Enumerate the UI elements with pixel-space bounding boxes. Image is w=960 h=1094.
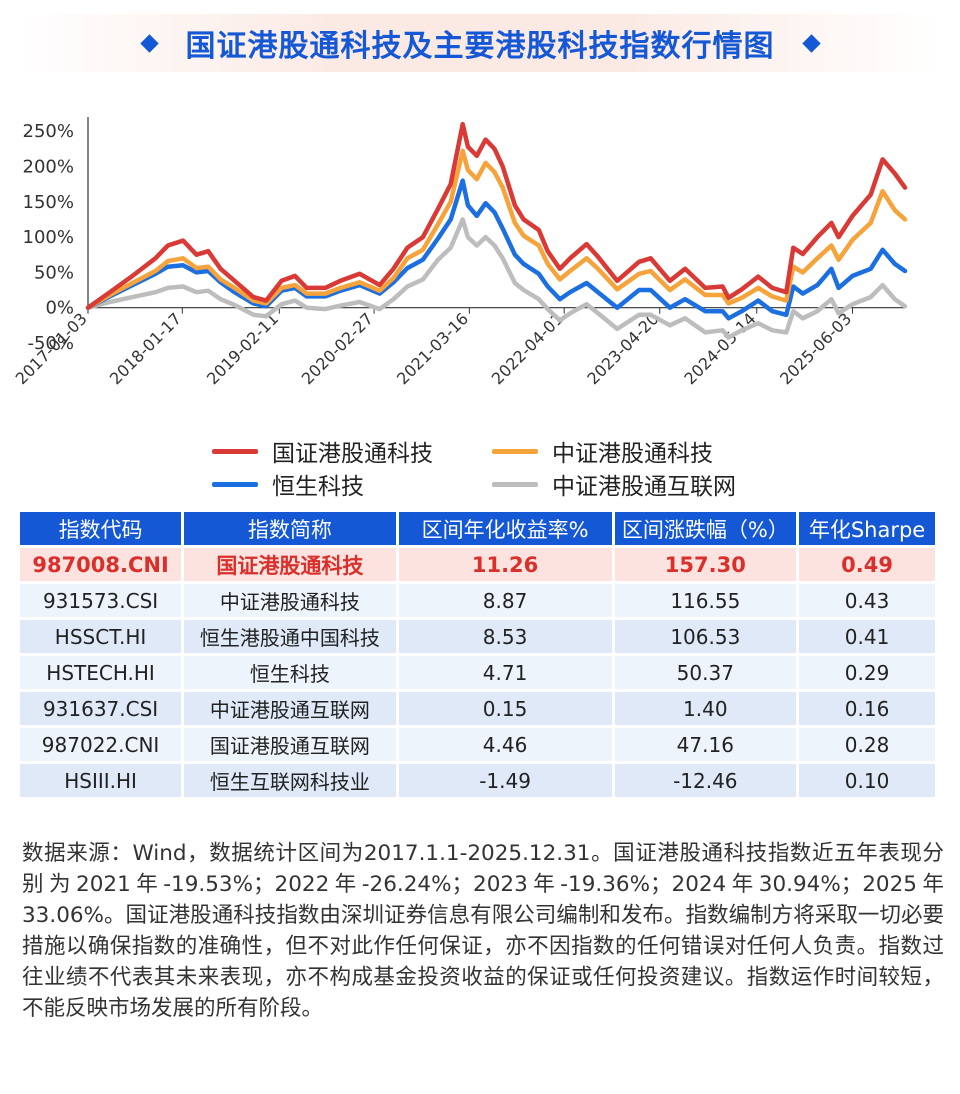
page-title: 国证港股通科技及主要港股科技指数行情图 [185, 29, 775, 64]
cell-return: 11.26 [398, 548, 612, 581]
cell-return: 4.46 [398, 728, 612, 761]
series-line-1 [85, 121, 908, 310]
header-period-change: 区间涨跌幅（%） [614, 512, 797, 545]
cell-sharpe: 0.49 [799, 548, 935, 581]
y-axis: 250% 200% 150% 100% 50% 0% -50% [23, 117, 89, 354]
series-line-2 [85, 148, 908, 310]
cell-code: 987022.CNI [20, 728, 182, 761]
diamond-right-icon [801, 33, 821, 53]
source-note: 数据来源：Wind，数据统计区间为2017.1.1-2025.12.31。国证港… [22, 841, 944, 1021]
x-tick-label: 2021-03-16 [393, 309, 472, 388]
chart-legend: 国证港股通科技 中证港股通科技 恒生科技 中证港股通互联网 [0, 430, 960, 500]
title-band: 国证港股通科技及主要港股科技指数行情图 [20, 14, 940, 72]
series-line-4 [85, 217, 908, 340]
legend-label: 中证港股通互联网 [552, 474, 736, 500]
cell-sharpe: 0.43 [799, 584, 935, 617]
y-tick-label: 250% [23, 121, 74, 142]
legend-item: 中证港股通科技 [492, 434, 713, 468]
legend-item: 中证港股通互联网 [492, 467, 736, 501]
x-tick-label: 2020-02-27 [298, 309, 377, 388]
legend-label: 中证港股通科技 [552, 441, 713, 467]
table-header-row: 指数代码 指数简称 区间年化收益率% 区间涨跌幅（%） 年化Sharpe [20, 512, 935, 545]
table-row: HSIII.HI 恒生互联网科技业 -1.49 -12.46 0.10 [20, 764, 935, 797]
y-tick-label: -50% [27, 333, 74, 354]
cell-name: 国证港股通科技 [184, 548, 396, 581]
cell-change: -12.46 [614, 764, 797, 797]
cell-change: 1.40 [614, 692, 797, 725]
cell-code: HSIII.HI [20, 764, 182, 797]
cell-return: 8.53 [398, 620, 612, 653]
header-index-code: 指数代码 [20, 512, 182, 545]
table-row: 931573.CSI 中证港股通科技 8.87 116.55 0.43 [20, 584, 935, 617]
index-table: 指数代码 指数简称 区间年化收益率% 区间涨跌幅（%） 年化Sharpe 987… [17, 509, 938, 800]
x-tick-label: 2022-04-01 [488, 309, 567, 388]
cell-change: 106.53 [614, 620, 797, 653]
table-row: HSTECH.HI 恒生科技 4.71 50.37 0.29 [20, 656, 935, 689]
table-row: 931637.CSI 中证港股通互联网 0.15 1.40 0.16 [20, 692, 935, 725]
legend-swatch [212, 448, 258, 454]
cell-change: 116.55 [614, 584, 797, 617]
cell-name: 恒生互联网科技业 [184, 764, 396, 797]
y-tick-label: 50% [34, 262, 74, 283]
table-row: HSSCT.HI 恒生港股通中国科技 8.53 106.53 0.41 [20, 620, 935, 653]
cell-name: 恒生港股通中国科技 [184, 620, 396, 653]
cell-change: 157.30 [614, 548, 797, 581]
line-chart: 250% 200% 150% 100% 50% 0% -50% 2017-01-03 2018… [12, 117, 908, 388]
cell-code: 931637.CSI [20, 692, 182, 725]
cell-name: 中证港股通互联网 [184, 692, 396, 725]
series-line-3 [85, 178, 908, 321]
cell-return: 8.87 [398, 584, 612, 617]
diamond-left-icon [139, 33, 159, 53]
cell-name: 国证港股通互联网 [184, 728, 396, 761]
y-tick-label: 100% [23, 227, 74, 248]
x-tick-label: 2019-02-11 [203, 309, 282, 388]
legend-swatch [492, 481, 538, 487]
y-tick-label: 150% [23, 192, 74, 213]
header-index-name: 指数简称 [184, 512, 396, 545]
cell-return: 4.71 [398, 656, 612, 689]
y-tick-label: 200% [23, 156, 74, 177]
cell-code: HSSCT.HI [20, 620, 182, 653]
cell-sharpe: 0.16 [799, 692, 935, 725]
legend-item: 恒生科技 [212, 467, 364, 501]
x-axis: 2017-01-03 2018-01-17 2019-02-11 2020-02-27… [12, 307, 905, 388]
cell-code: 987008.CNI [20, 548, 182, 581]
x-tick-label: 2018-01-17 [106, 309, 185, 388]
y-tick-label: 0% [45, 298, 74, 319]
x-tick-label: 2017-01-03 [12, 309, 91, 388]
cell-change: 47.16 [614, 728, 797, 761]
cell-code: HSTECH.HI [20, 656, 182, 689]
cell-sharpe: 0.41 [799, 620, 935, 653]
series-layer [85, 121, 908, 340]
header-annual-sharpe: 年化Sharpe [799, 512, 935, 545]
legend-swatch [492, 448, 538, 454]
legend-label: 国证港股通科技 [272, 441, 433, 467]
table-row: 987022.CNI 国证港股通互联网 4.46 47.16 0.28 [20, 728, 935, 761]
cell-name: 恒生科技 [184, 656, 396, 689]
cell-return: 0.15 [398, 692, 612, 725]
cell-sharpe: 0.28 [799, 728, 935, 761]
legend-item: 国证港股通科技 [212, 434, 433, 468]
table-row: 987008.CNI 国证港股通科技 11.26 157.30 0.49 [20, 548, 935, 581]
cell-sharpe: 0.10 [799, 764, 935, 797]
x-tick-label: 2023-04-20 [583, 309, 662, 388]
header-annualized-return: 区间年化收益率% [398, 512, 612, 545]
cell-code: 931573.CSI [20, 584, 182, 617]
cell-change: 50.37 [614, 656, 797, 689]
legend-swatch [212, 481, 258, 487]
cell-name: 中证港股通科技 [184, 584, 396, 617]
cell-return: -1.49 [398, 764, 612, 797]
legend-label: 恒生科技 [272, 474, 364, 500]
cell-sharpe: 0.29 [799, 656, 935, 689]
